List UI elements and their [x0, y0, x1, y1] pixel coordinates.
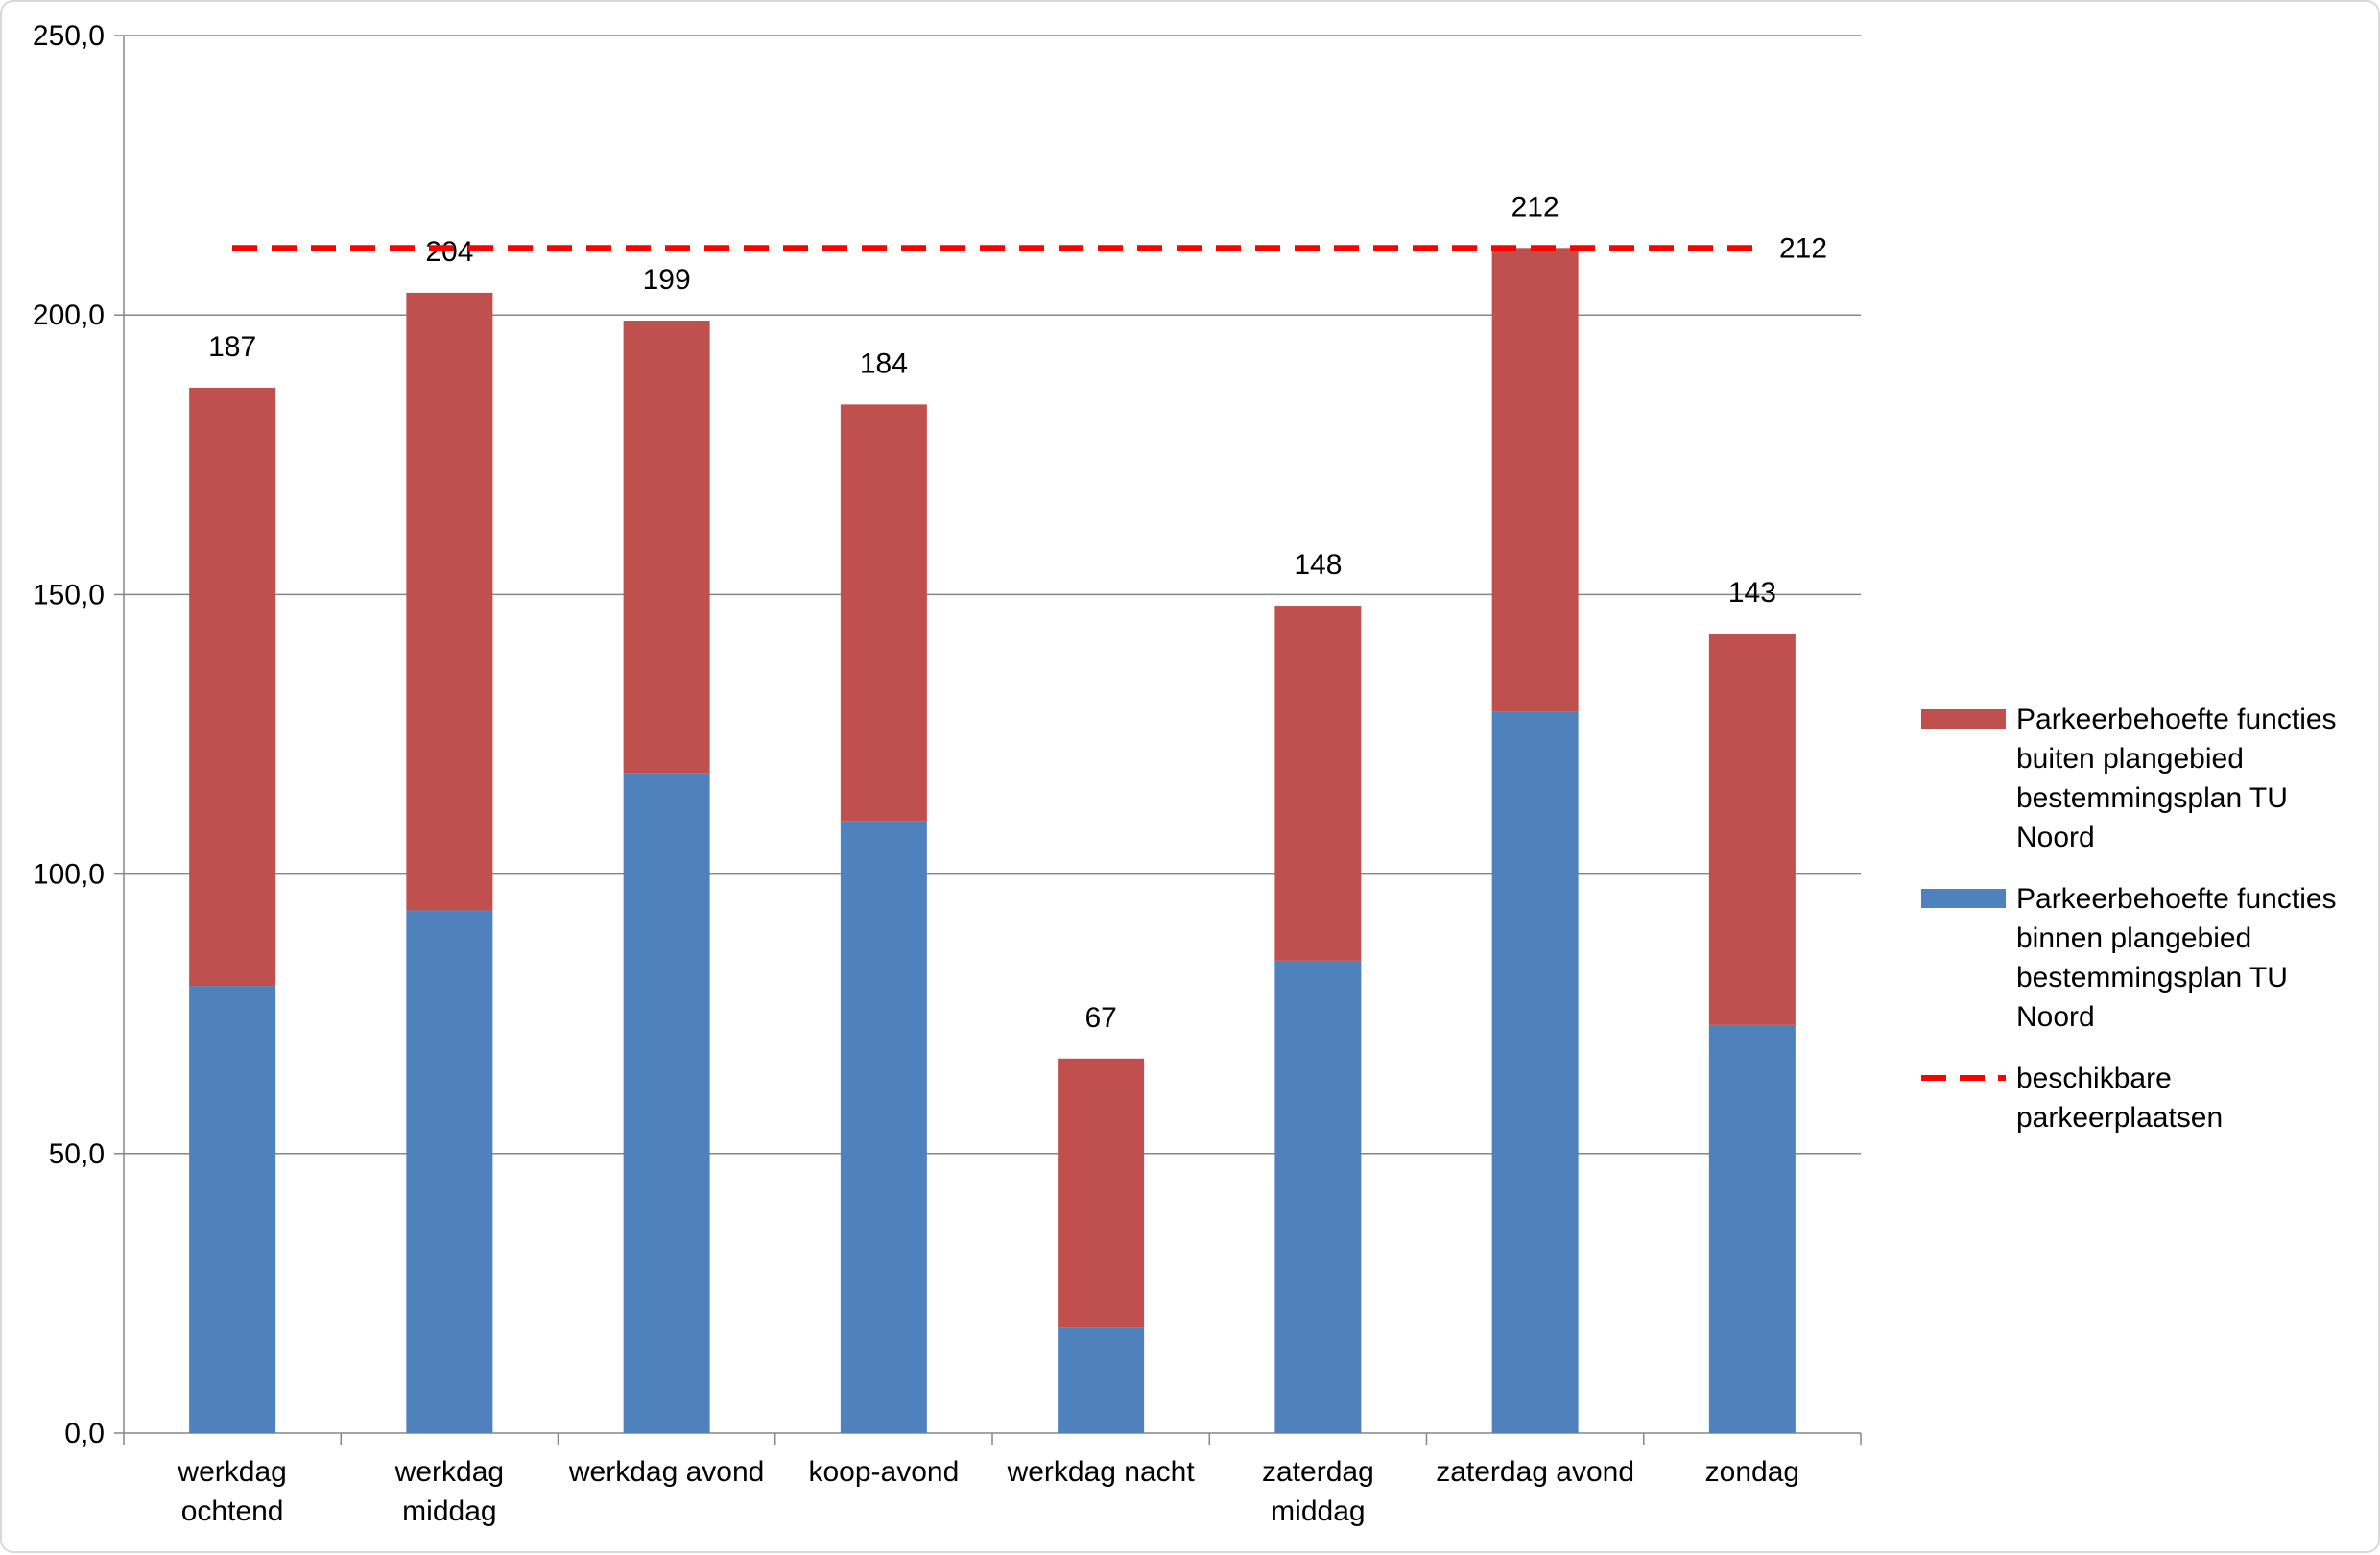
- total-label: 67: [1084, 1002, 1116, 1034]
- bar-buiten-plangebied: [1491, 248, 1579, 712]
- category-label: middag: [1271, 1495, 1365, 1527]
- category-label: werkdag: [177, 1456, 286, 1488]
- legend-buiten-plangebied-text: Noord: [2016, 822, 2095, 853]
- total-label: 204: [425, 236, 473, 268]
- legend-binnen-plangebied-swatch: [1921, 889, 2006, 908]
- bar-binnen-plangebied: [189, 986, 276, 1433]
- bar-binnen-plangebied: [1491, 711, 1579, 1433]
- legend-buiten-plangebied-swatch: [1921, 709, 2006, 729]
- legend-reference-line-text: beschikbare: [2016, 1063, 2172, 1094]
- category-label: zondag: [1705, 1456, 1799, 1488]
- category-label: zaterdag avond: [1436, 1456, 1634, 1488]
- legend-binnen-plangebied-text: Noord: [2016, 1001, 2095, 1033]
- category-label: middag: [402, 1495, 496, 1527]
- y-tick-label: 250,0: [33, 20, 105, 52]
- y-tick-label: 50,0: [49, 1138, 105, 1170]
- bar-buiten-plangebied: [1058, 1058, 1145, 1328]
- category-label: zaterdag: [1262, 1456, 1374, 1488]
- y-tick-label: 150,0: [33, 579, 105, 610]
- total-label: 143: [1728, 577, 1776, 609]
- bar-buiten-plangebied: [189, 387, 276, 987]
- category-label: koop-avond: [808, 1456, 959, 1488]
- legend-binnen-plangebied-text: Parkeerbehoefte functies: [2016, 883, 2337, 915]
- category-label: ochtend: [181, 1495, 284, 1527]
- bar-binnen-plangebied: [1274, 960, 1362, 1433]
- y-tick-label: 100,0: [33, 859, 105, 891]
- legend-buiten-plangebied-text: bestemmingsplan TU: [2016, 782, 2288, 814]
- bar-binnen-plangebied: [406, 910, 493, 1433]
- legend-reference-line-text: parkeerplaatsen: [2016, 1102, 2223, 1134]
- bar-buiten-plangebied: [840, 404, 927, 822]
- total-label: 184: [860, 347, 908, 379]
- y-tick-label: 200,0: [33, 299, 105, 331]
- reference-line-label: 212: [1779, 232, 1827, 264]
- y-tick-label: 0,0: [64, 1418, 105, 1449]
- legend-binnen-plangebied-text: bestemmingsplan TU: [2016, 962, 2288, 993]
- legend-binnen-plangebied-text: binnen plangebied: [2016, 922, 2251, 954]
- bar-binnen-plangebied: [1058, 1327, 1145, 1433]
- category-label: werkdag: [394, 1456, 504, 1488]
- bar-binnen-plangebied: [840, 821, 927, 1433]
- bar-buiten-plangebied: [1708, 634, 1796, 1025]
- total-label: 187: [208, 331, 256, 363]
- bar-binnen-plangebied: [1708, 1024, 1796, 1433]
- total-label: 199: [643, 264, 691, 296]
- category-label: werkdag nacht: [1007, 1456, 1196, 1488]
- bar-binnen-plangebied: [623, 773, 710, 1433]
- category-label: werkdag avond: [568, 1456, 764, 1488]
- total-label: 212: [1511, 191, 1559, 223]
- legend-buiten-plangebied-text: Parkeerbehoefte functies: [2016, 704, 2337, 735]
- legend-buiten-plangebied-text: buiten plangebied: [2016, 743, 2244, 775]
- bar-buiten-plangebied: [406, 292, 493, 911]
- total-label: 148: [1294, 549, 1342, 581]
- bar-buiten-plangebied: [1274, 606, 1362, 961]
- bar-buiten-plangebied: [623, 321, 710, 774]
